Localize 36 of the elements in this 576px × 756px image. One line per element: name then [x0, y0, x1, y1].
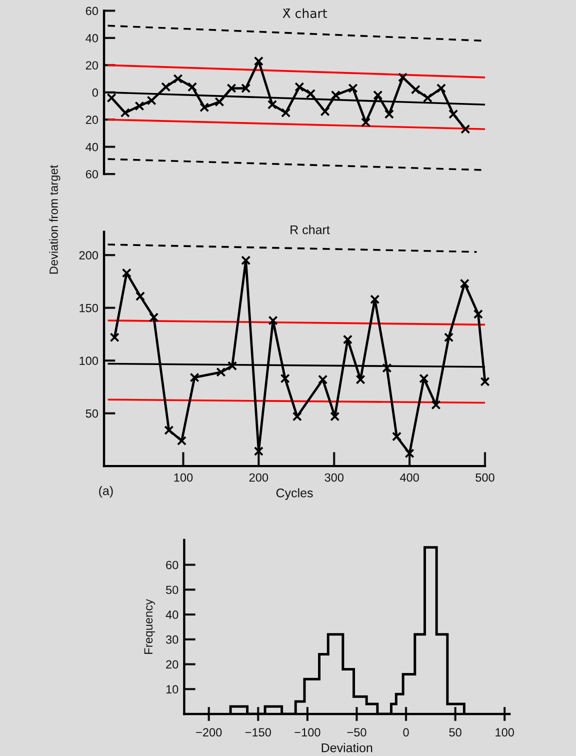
- x-tick-label: 200: [249, 473, 268, 482]
- y-tick-label: 40: [86, 34, 98, 42]
- x-tick-label: −200: [196, 728, 222, 737]
- x-tick-label: −50: [347, 728, 366, 737]
- y-tick-label: 60: [86, 6, 98, 16]
- y-tick-label: 100: [80, 356, 98, 365]
- x-axis-title: Cycles: [276, 488, 313, 500]
- y-tick-label: 20: [166, 660, 178, 669]
- y-tick-label: 40: [166, 610, 178, 619]
- chart-title: X̄ chart: [282, 8, 328, 18]
- y-tick-label: 150: [80, 304, 98, 312]
- x-tick-label: 500: [476, 473, 494, 482]
- text: (a): [99, 486, 113, 498]
- y-tick-label: 50: [166, 586, 178, 594]
- x-tick-label: 300: [324, 473, 344, 482]
- x-tick-label: 100: [174, 473, 193, 482]
- y-tick-label: 60: [86, 170, 98, 178]
- x-tick-label: 400: [400, 473, 419, 482]
- y-tick-label: 200: [79, 251, 98, 260]
- y-tick-label: 0: [92, 88, 98, 97]
- y-axis-title: Deviation from target: [49, 165, 60, 274]
- x-tick-label: 100: [496, 728, 514, 737]
- y-tick-label: 60: [166, 560, 178, 570]
- y-axis-title: Frequency: [144, 599, 155, 654]
- chart-title: R chart: [290, 225, 330, 234]
- y-tick-label: 30: [166, 635, 178, 644]
- x-tick-label: −150: [245, 728, 271, 737]
- y-tick-label: 20: [86, 61, 98, 70]
- x-axis-title: Deviation: [322, 743, 372, 752]
- x-tick-label: 50: [449, 728, 462, 737]
- y-tick-label: 20: [86, 116, 98, 124]
- y-tick-label: 40: [86, 142, 98, 152]
- x-tick-label: 0: [403, 728, 409, 737]
- y-tick-label: 10: [166, 685, 178, 694]
- x-tick-label: −100: [294, 728, 320, 737]
- y-tick-label: 50: [86, 409, 98, 418]
